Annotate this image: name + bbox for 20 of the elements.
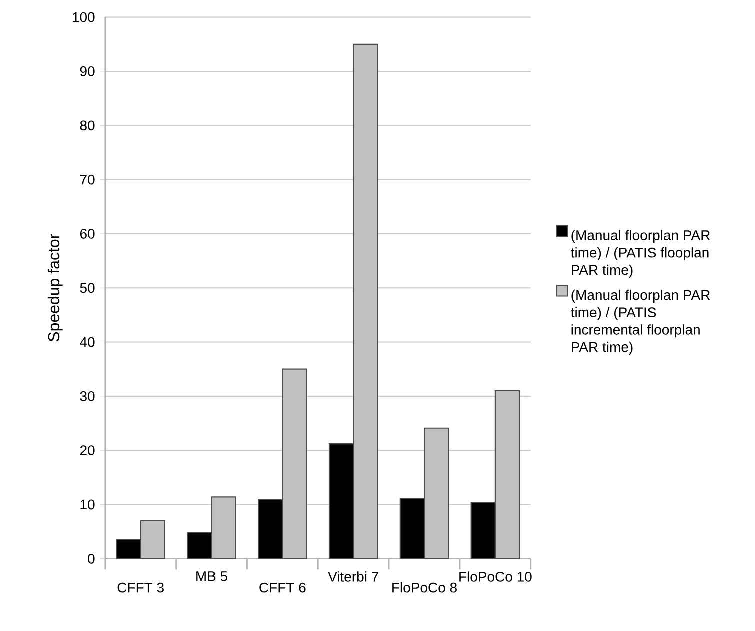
legend-label: (Manual floorplan PAR time) / (PATIS flooplan PAR time) — [571, 230, 710, 278]
x-tick-label: CFFT 3 — [118, 582, 164, 593]
y-tick-label: 90 — [80, 66, 95, 76]
y-tick-label: 80 — [80, 120, 95, 131]
y-tick-label: 30 — [80, 392, 95, 402]
y-tick-label: 0 — [88, 554, 95, 564]
x-tick-label: FloPoCo 10 — [460, 572, 532, 582]
y-axis-title: Speedup factor — [48, 234, 63, 342]
y-tick-label: 40 — [80, 337, 95, 348]
x-tick-label: CFFT 6 — [260, 582, 306, 593]
x-tick-label: MB 5 — [196, 572, 228, 582]
y-tick-label: 10 — [80, 500, 95, 510]
y-tick-label: 50 — [80, 283, 95, 294]
x-tick-label: FloPoCo 8 — [392, 582, 457, 593]
y-tick-label: 70 — [80, 174, 95, 185]
y-tick-label: 100 — [73, 12, 95, 22]
y-tick-label: 20 — [80, 446, 95, 456]
y-tick-label: 60 — [80, 229, 95, 239]
x-tick-label: Viterbi 7 — [328, 572, 378, 582]
legend-label: (Manual floorplan PAR time) / (PATIS incremental floorplan PAR time) — [571, 290, 710, 356]
